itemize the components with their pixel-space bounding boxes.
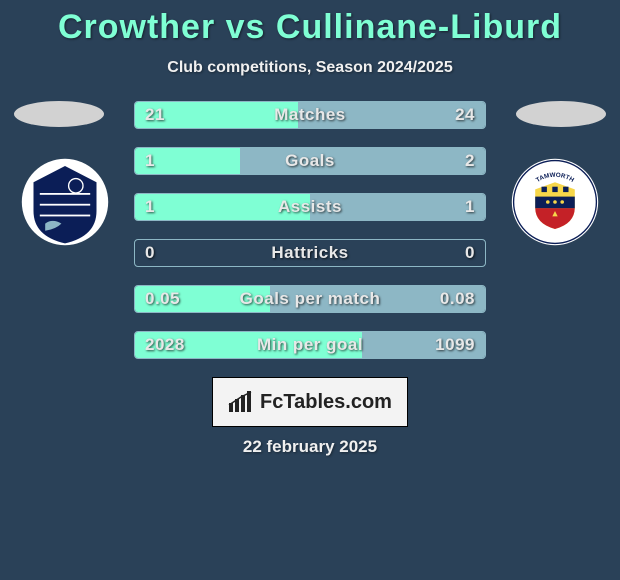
stat-label: Goals per match (135, 286, 485, 312)
fctables-text: FcTables.com (260, 391, 392, 414)
stat-row: 1Goals2 (134, 147, 486, 175)
stat-value-right: 2 (465, 148, 475, 174)
stat-value-right: 24 (455, 102, 475, 128)
comparison-date: 22 february 2025 (0, 437, 620, 457)
stat-label: Min per goal (135, 332, 485, 358)
stat-row: 0Hattricks0 (134, 239, 486, 267)
stat-label: Hattricks (135, 240, 485, 266)
page-subtitle: Club competitions, Season 2024/2025 (0, 59, 620, 77)
decorative-oval-left (14, 101, 104, 127)
stat-row: 2028Min per goal1099 (134, 331, 486, 359)
stat-row: 1Assists1 (134, 193, 486, 221)
stat-value-right: 0.08 (440, 286, 475, 312)
crest-right: TAMWORTH (510, 157, 600, 247)
stat-value-right: 1099 (435, 332, 475, 358)
stat-row: 0.05Goals per match0.08 (134, 285, 486, 313)
stat-label: Assists (135, 194, 485, 220)
stat-value-right: 0 (465, 240, 475, 266)
page-title: Crowther vs Cullinane-Liburd (0, 0, 620, 47)
stat-bars: 21Matches241Goals21Assists10Hattricks00.… (134, 101, 486, 359)
stat-value-right: 1 (465, 194, 475, 220)
decorative-oval-right (516, 101, 606, 127)
crest-left (20, 157, 110, 247)
fctables-badge: FcTables.com (212, 377, 408, 427)
comparison-stage: TAMWORTH 21Matches241Goals21Assists10Hat… (0, 101, 620, 359)
stat-label: Goals (135, 148, 485, 174)
stat-row: 21Matches24 (134, 101, 486, 129)
fctables-logo-icon (228, 391, 256, 413)
stat-label: Matches (135, 102, 485, 128)
